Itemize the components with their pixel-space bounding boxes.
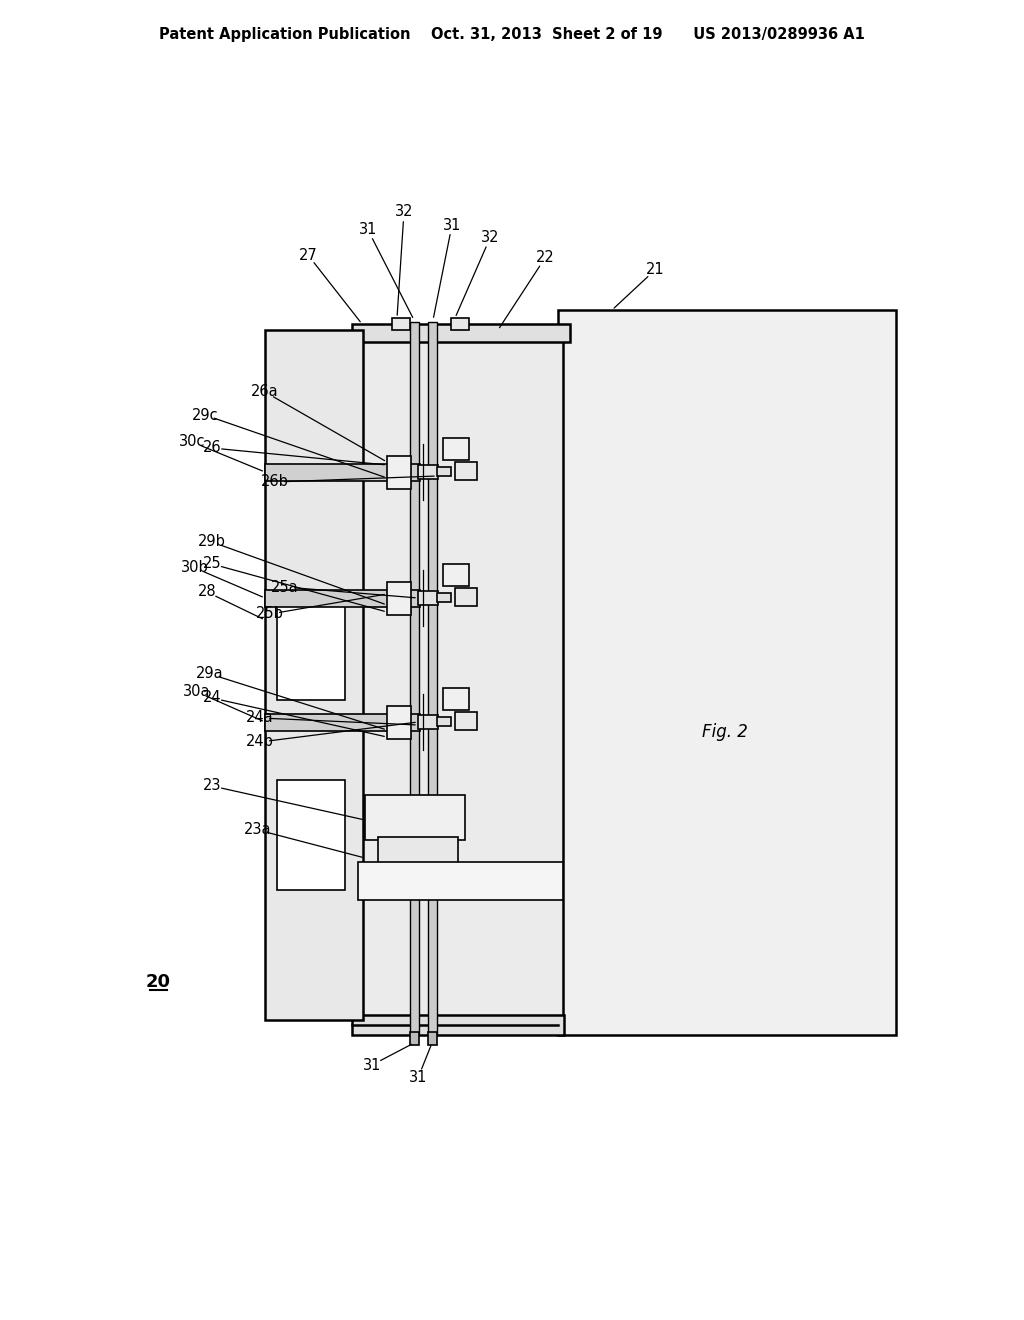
Bar bbox=[278, 605, 345, 700]
Text: 26b: 26b bbox=[261, 474, 289, 490]
Bar bbox=[437, 467, 451, 477]
Text: 31: 31 bbox=[358, 223, 377, 238]
Bar bbox=[443, 438, 469, 459]
Text: 29b: 29b bbox=[198, 535, 226, 549]
Text: 29a: 29a bbox=[197, 667, 224, 681]
Bar bbox=[455, 587, 477, 606]
Bar bbox=[455, 711, 477, 730]
Bar bbox=[437, 593, 451, 602]
Bar bbox=[455, 462, 477, 480]
Text: 30b: 30b bbox=[181, 561, 209, 576]
Text: 23: 23 bbox=[203, 779, 221, 793]
Bar bbox=[358, 862, 563, 900]
Text: 25: 25 bbox=[203, 557, 221, 572]
Text: 25b: 25b bbox=[256, 606, 284, 622]
Bar bbox=[418, 465, 438, 479]
Bar bbox=[265, 590, 420, 607]
Text: 27: 27 bbox=[299, 248, 317, 263]
Text: 24a: 24a bbox=[246, 710, 273, 726]
Bar bbox=[387, 706, 411, 739]
Text: 25a: 25a bbox=[271, 579, 299, 594]
Text: 30a: 30a bbox=[183, 685, 211, 700]
Bar bbox=[428, 322, 437, 1035]
Text: 24: 24 bbox=[203, 690, 221, 705]
Bar bbox=[410, 1032, 419, 1045]
Bar bbox=[352, 323, 570, 342]
Bar bbox=[352, 1015, 564, 1035]
Bar bbox=[392, 318, 410, 330]
Bar bbox=[428, 1032, 437, 1045]
Bar bbox=[418, 715, 438, 729]
Bar bbox=[265, 714, 420, 731]
Bar bbox=[265, 330, 362, 1020]
Text: 26: 26 bbox=[203, 441, 221, 455]
Bar bbox=[358, 330, 563, 1020]
Bar bbox=[558, 310, 896, 1035]
Bar bbox=[387, 455, 411, 488]
Text: 22: 22 bbox=[536, 251, 554, 265]
Text: 31: 31 bbox=[442, 218, 461, 232]
Text: Fig. 2: Fig. 2 bbox=[702, 723, 748, 741]
Text: 30c: 30c bbox=[179, 434, 205, 450]
Bar bbox=[451, 318, 469, 330]
Text: 32: 32 bbox=[480, 231, 500, 246]
Text: 20: 20 bbox=[145, 973, 171, 991]
Bar bbox=[278, 780, 345, 890]
Bar bbox=[443, 688, 469, 710]
Text: 26a: 26a bbox=[251, 384, 279, 400]
Text: 32: 32 bbox=[394, 205, 414, 219]
Bar bbox=[387, 582, 411, 615]
Text: 28: 28 bbox=[198, 585, 216, 599]
Bar bbox=[265, 465, 420, 480]
Text: 31: 31 bbox=[409, 1071, 427, 1085]
Bar bbox=[410, 322, 419, 1035]
Text: Patent Application Publication    Oct. 31, 2013  Sheet 2 of 19      US 2013/0289: Patent Application Publication Oct. 31, … bbox=[159, 28, 865, 42]
Text: 31: 31 bbox=[362, 1057, 381, 1072]
Bar bbox=[378, 837, 458, 865]
Text: 21: 21 bbox=[646, 263, 665, 277]
Text: 29c: 29c bbox=[191, 408, 218, 422]
Text: 24b: 24b bbox=[246, 734, 274, 750]
Bar bbox=[437, 717, 451, 726]
Text: 23a: 23a bbox=[245, 822, 271, 837]
Bar bbox=[418, 591, 438, 605]
Bar bbox=[443, 564, 469, 586]
Bar bbox=[365, 795, 465, 840]
